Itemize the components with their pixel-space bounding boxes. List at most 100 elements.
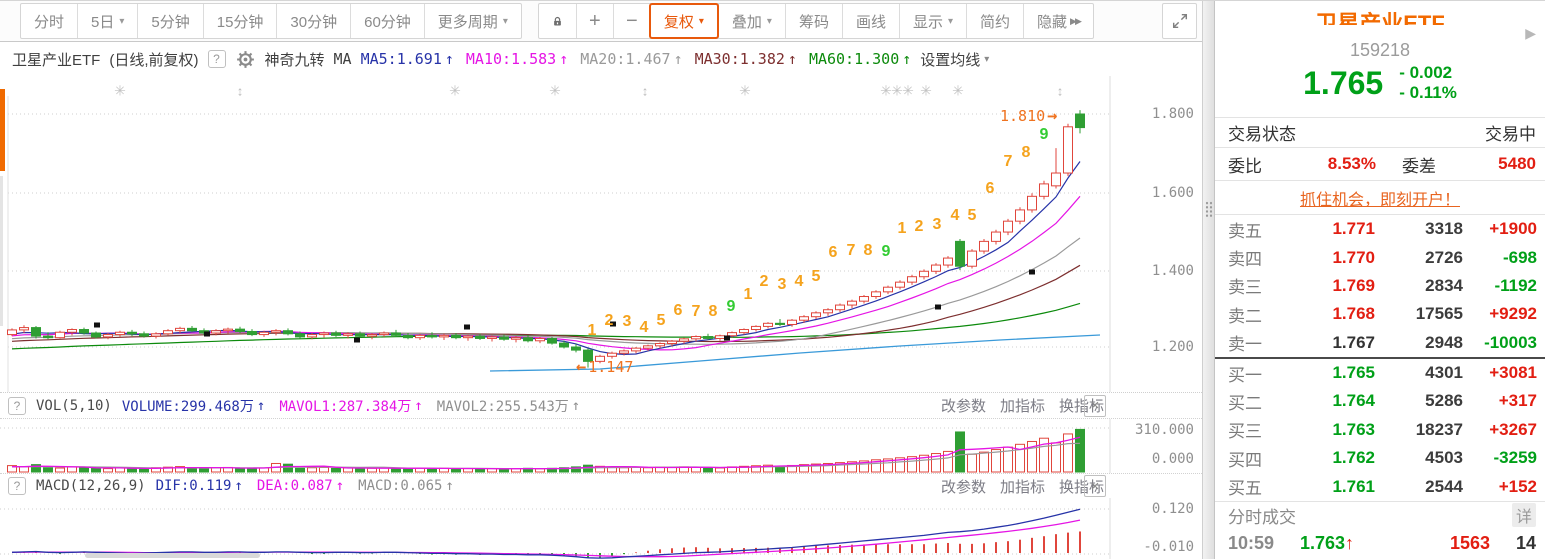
help-icon[interactable]: ? <box>8 396 26 415</box>
panel-action-button[interactable]: 换指标 <box>1058 398 1104 415</box>
tool-button[interactable]: 隐藏 ▶▶ <box>1023 4 1093 38</box>
prev-stock-arrow-icon[interactable]: ◀ <box>1224 25 1545 42</box>
close-icon[interactable]: × <box>1084 394 1106 417</box>
macd-panel-header: ? MACD(12,26,9) DIF:0.119 ↑ DEA:0.087 ↑ MACD… <box>0 474 1202 498</box>
help-icon[interactable]: ? <box>8 477 26 495</box>
nine-turn-number: 9 <box>1039 126 1049 143</box>
up-arrow-icon: ↑ <box>787 50 797 68</box>
snowflake-marker-icon: ✳ <box>449 82 461 99</box>
splitter-grip-icon[interactable] <box>1205 201 1213 218</box>
period-button[interactable]: 5分钟 <box>137 4 202 38</box>
updown-marker-icon: ↕ <box>641 83 649 99</box>
macd-chart[interactable]: 0.120 -0.010 <box>0 498 1202 559</box>
left-edge-tab[interactable] <box>0 89 5 171</box>
caret-down-icon: ▾ <box>947 15 954 27</box>
indicator-value: MAVOL1:287.384万 ↑ <box>279 397 423 415</box>
help-icon[interactable]: ? <box>207 50 226 68</box>
ask-row[interactable]: 卖一 1.767 2948 -10003 <box>1228 332 1537 355</box>
indicator-value: MAVOL2:255.543万 ↑ <box>436 397 581 415</box>
panel-action-button[interactable]: 改参数 <box>940 398 986 415</box>
up-arrow-icon: ↑ <box>234 478 243 494</box>
tick-detail-button[interactable]: 详 <box>1511 503 1536 528</box>
nine-turn-number: 1 <box>743 286 753 303</box>
candlestick-chart[interactable]: 1.810 → ← 1.147 1.800 1.600 1.400 1.200 1 2 3 4… <box>0 76 1202 393</box>
nine-turn-number: 3 <box>932 216 942 233</box>
tool-button[interactable]: 复权 ▾ <box>648 3 719 39</box>
bid-row[interactable]: 买三 1.763 18237 +3267 <box>1228 419 1537 442</box>
volume-values: VOLUME:299.468万 ↑ MAVOL1:287.384万 ↑ MAVOL2:2… <box>122 396 580 416</box>
period-button[interactable]: 更多周期 ▾ <box>423 4 521 38</box>
panel-action-button[interactable]: 改参数 <box>940 478 986 496</box>
ask-row[interactable]: 卖五 1.771 3318 +1900 <box>1228 219 1537 241</box>
caret-down-icon: ▾ <box>984 53 990 65</box>
tool-group: + − 复权 ▾ 叠加 ▾ 筹码 画线 显示 ▾ 简约 隐藏 ▶▶ <box>537 3 1094 39</box>
snowflake-marker-icon: ✳ <box>891 82 903 99</box>
weicha-label: 委差 <box>1402 156 1436 176</box>
snowflake-marker-icon: ✳ <box>902 82 914 99</box>
period-button[interactable]: 5日 ▾ <box>77 4 137 38</box>
period-button[interactable]: 分时 <box>34 13 65 31</box>
period-button[interactable]: 30分钟 <box>276 4 350 38</box>
tool-button[interactable]: 画线 <box>841 4 899 38</box>
period-button[interactable]: 15分钟 <box>202 4 277 38</box>
volume-axis-label: 0.000 <box>1151 451 1194 467</box>
bid-row[interactable]: 买四 1.762 4503 -3259 <box>1228 448 1537 470</box>
macd-actions: 改参数 加指标 换指标 <box>941 476 1104 497</box>
zoom-in-button[interactable]: + <box>575 4 613 38</box>
panel-splitter[interactable] <box>1202 1 1215 559</box>
indicator-value: MA20:1.467 ↑ <box>580 50 683 68</box>
ask-row[interactable]: 卖四 1.770 2726 -698 <box>1228 247 1537 270</box>
tick-list-title: 分时成交 <box>1228 507 1296 527</box>
volume-svg <box>0 419 1111 473</box>
nine-turn-number: 4 <box>794 273 804 290</box>
fullscreen-button[interactable] <box>1162 3 1197 39</box>
volume-actions: 改参数 加指标 换指标 <box>941 395 1104 416</box>
panel-action-button[interactable]: 加指标 <box>999 478 1045 496</box>
close-icon[interactable]: × <box>1084 475 1106 497</box>
nine-turn-number: 5 <box>811 268 821 285</box>
volume-axis-label: 310.000 <box>1134 422 1194 438</box>
bid-row[interactable]: 买五 1.761 2544 +152 <box>1228 476 1537 499</box>
nine-turn-number: 3 <box>777 276 787 293</box>
tool-button[interactable]: 筹码 <box>784 4 842 38</box>
macd-indicator-name: MACD(12,26,9) <box>36 478 146 494</box>
bid-row[interactable]: 买二 1.764 5286 +317 <box>1228 391 1537 413</box>
lock-button[interactable] <box>539 4 576 38</box>
lock-icon <box>553 16 561 25</box>
panel-action-button[interactable]: 换指标 <box>1058 478 1104 496</box>
zoom-out-button[interactable]: − <box>612 4 650 38</box>
tool-button[interactable]: 简约 <box>966 4 1023 38</box>
snowflake-marker-icon: ✳ <box>880 82 892 99</box>
double-arrow-icon: ▶▶ <box>1070 15 1082 26</box>
volume-chart[interactable]: 310.000 0.000 <box>0 419 1202 474</box>
ma-settings-button[interactable]: 设置均线 ▾ <box>920 51 990 69</box>
period-button[interactable]: 60分钟 <box>350 4 424 38</box>
tick-row[interactable]: 10:59 1.763↑ 1563 14 <box>1215 528 1545 559</box>
up-arrow-icon: ↑ <box>673 50 683 68</box>
next-stock-arrow-icon[interactable]: ▶ <box>1525 25 1536 41</box>
snowflake-marker-icon: ✳ <box>739 82 751 99</box>
tool-button[interactable]: 叠加 ▾ <box>717 4 785 38</box>
nine-turn-number: 8 <box>863 242 873 259</box>
candlestick-svg <box>7 76 1111 392</box>
weibi-label: 委比 <box>1228 156 1262 176</box>
ask-row[interactable]: 卖三 1.769 2834 -1192 <box>1228 275 1537 298</box>
updown-marker-icon: ↕ <box>1056 83 1064 99</box>
gear-icon[interactable] <box>235 49 256 70</box>
open-account-link[interactable]: 抓住机会，即刻开户！ <box>1299 191 1460 209</box>
snowflake-marker-icon: ✳ <box>952 82 964 99</box>
tool-button[interactable]: 显示 ▾ <box>898 4 966 38</box>
nine-turn-number: 9 <box>881 243 891 260</box>
indicator-name[interactable]: 神奇九转 <box>264 51 325 69</box>
macd-axis-label: -0.010 <box>1143 539 1194 555</box>
nine-turn-number: 6 <box>985 180 995 197</box>
panel-action-button[interactable]: 加指标 <box>999 398 1045 415</box>
indicator-value: MA60:1.300 ↑ <box>808 50 912 68</box>
indicator-value: MACD:0.065 ↑ <box>358 478 454 494</box>
bid-row[interactable]: 买一 1.765 4301 +3081 <box>1228 363 1537 385</box>
caret-down-icon: ▾ <box>766 15 772 27</box>
price-block: 1.765 - 0.002 - 0.11% <box>1215 63 1545 103</box>
price-change: - 0.002 - 0.11% <box>1399 63 1457 103</box>
horizontal-scrollbar[interactable] <box>85 553 260 558</box>
ask-row[interactable]: 卖二 1.768 17565 +9292 <box>1228 304 1537 326</box>
